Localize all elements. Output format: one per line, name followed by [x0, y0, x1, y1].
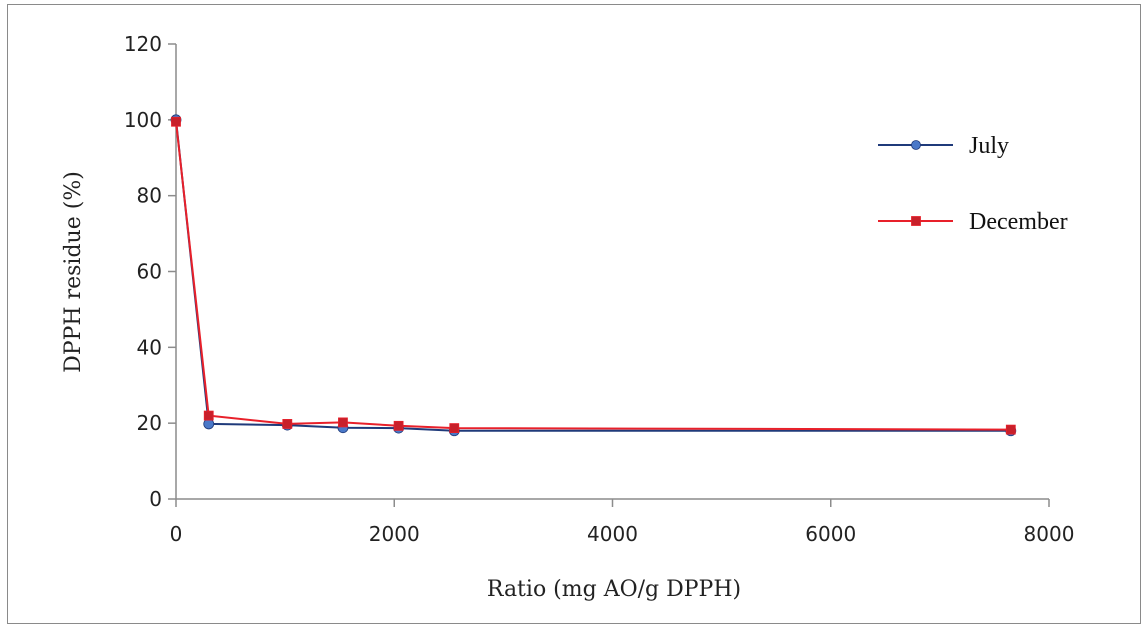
axes: 0 20 40 60 80 100 120 0 2000 4000 6000 8000 — [124, 32, 1075, 546]
legend-marker — [911, 216, 921, 226]
series-line-december — [175, 121, 1011, 431]
y-axis-title: DPPH residue (%) — [61, 171, 86, 373]
y-tick-label: 20 — [137, 411, 162, 435]
data-point — [282, 419, 293, 429]
legend: July December — [878, 133, 1068, 235]
x-tick-label: 8000 — [1024, 522, 1075, 546]
legend-item-december: December — [878, 209, 1068, 235]
y-tick-label: 0 — [149, 487, 162, 511]
data-point — [393, 420, 404, 431]
series-line-july — [175, 119, 1011, 432]
y-tick-label: 60 — [137, 260, 162, 284]
legend-label: July — [969, 133, 1009, 159]
legend-item-july: July — [878, 133, 1009, 159]
data-point — [171, 116, 181, 127]
legend-marker — [911, 140, 921, 150]
y-tick-label: 120 — [124, 32, 162, 56]
x-tick-label: 6000 — [805, 522, 856, 546]
x-tick-label: 4000 — [587, 522, 638, 546]
legend-label: December — [969, 209, 1068, 235]
x-tick-label: 2000 — [369, 522, 420, 546]
data-point — [338, 417, 348, 428]
series-july — [170, 114, 1017, 437]
x-axis-title: Ratio (mg AO/g DPPH) — [487, 577, 741, 602]
series-layer — [170, 114, 1017, 437]
y-tick-label: 40 — [137, 335, 162, 359]
y-tick-label: 80 — [137, 184, 162, 208]
y-tick-label: 100 — [124, 108, 162, 132]
data-point — [449, 423, 460, 433]
series-december — [171, 116, 1016, 435]
x-tick-label: 0 — [170, 522, 183, 546]
data-point — [1005, 424, 1016, 435]
data-point — [203, 410, 214, 421]
